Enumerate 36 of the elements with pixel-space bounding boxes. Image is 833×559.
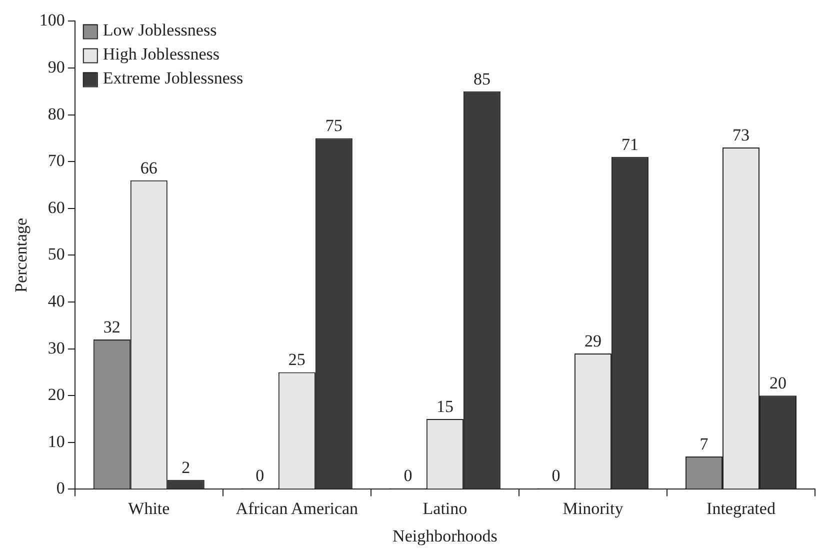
y-tick-label: 80 — [48, 104, 65, 124]
y-tick-label: 50 — [48, 244, 65, 264]
legend-label: High Joblessness — [102, 44, 220, 64]
y-tick-label: 10 — [48, 432, 65, 451]
data-label: 32 — [103, 317, 120, 336]
y-tick-label: 40 — [48, 291, 65, 310]
data-label: 15 — [436, 396, 454, 416]
x-axis-title: Neighborhoods — [392, 526, 498, 546]
y-tick-label: 0 — [56, 478, 65, 498]
data-label: 73 — [732, 126, 750, 145]
y-tick-label: 30 — [48, 338, 65, 358]
x-tick-label: White — [128, 498, 170, 518]
y-tick-label: 100 — [39, 10, 65, 30]
y-tick-label: 90 — [48, 57, 65, 76]
y-axis-title: Percentage — [12, 218, 31, 292]
legend-label: Low Joblessness — [102, 20, 217, 40]
data-label: 85 — [473, 69, 490, 88]
data-label: 66 — [140, 158, 158, 178]
data-label: 71 — [621, 134, 638, 154]
x-tick-label: Integrated — [706, 498, 776, 518]
data-label: 0 — [404, 466, 412, 486]
data-label: 7 — [700, 434, 709, 454]
data-label: 25 — [288, 350, 306, 370]
x-tick-label: Minority — [562, 498, 624, 518]
y-tick-label: 60 — [48, 198, 65, 217]
data-label: 2 — [182, 458, 190, 477]
y-tick-label: 70 — [48, 151, 65, 170]
y-tick-label: 20 — [48, 385, 65, 404]
x-tick-label: African American — [236, 498, 359, 518]
data-label: 20 — [769, 374, 786, 393]
data-label: 75 — [325, 116, 342, 136]
data-label: 0 — [256, 466, 264, 486]
data-label: 0 — [552, 466, 560, 486]
data-label: 29 — [584, 331, 602, 350]
legend-label: Extreme Joblessness — [102, 68, 244, 88]
x-tick-label: Latino — [422, 498, 468, 518]
